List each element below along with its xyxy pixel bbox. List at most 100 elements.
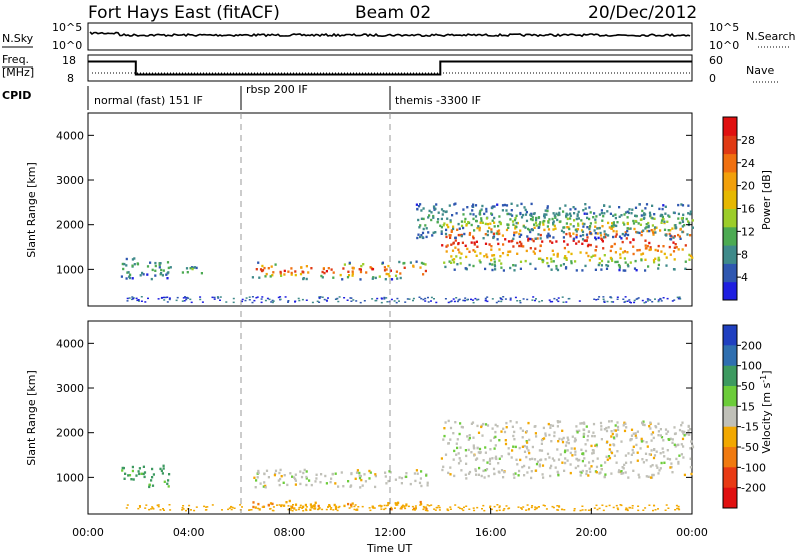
data-cell [492, 235, 496, 238]
data-cell [362, 263, 365, 266]
data-cell [484, 469, 487, 472]
data-cell [687, 429, 690, 432]
data-cell [137, 299, 139, 301]
data-cell [554, 216, 557, 219]
data-cell [606, 300, 609, 303]
data-cell [687, 220, 690, 223]
nsearch-tick-top: 10^5 [709, 21, 739, 34]
data-cell [600, 237, 603, 240]
data-cell [496, 238, 499, 241]
data-cell [543, 213, 546, 216]
data-cell [521, 508, 523, 510]
data-cell [650, 433, 653, 436]
data-cell [211, 296, 214, 299]
data-cell [663, 220, 666, 223]
data-cell [583, 422, 586, 425]
data-cell [681, 230, 684, 234]
data-cell [358, 476, 362, 480]
data-cell [440, 217, 443, 221]
data-cell [476, 226, 479, 230]
data-cell [441, 468, 444, 472]
data-cell [488, 243, 491, 246]
data-cell [256, 476, 259, 479]
data-cell [503, 470, 506, 474]
data-cell [439, 224, 442, 227]
data-cell [634, 434, 637, 437]
data-cell [465, 454, 468, 458]
data-cell [546, 225, 549, 228]
data-cell [648, 229, 651, 233]
data-cell [653, 228, 656, 231]
data-cell [632, 469, 635, 472]
data-cell [359, 301, 362, 304]
data-cell [493, 216, 496, 220]
data-cell [185, 267, 189, 270]
data-cell [638, 248, 641, 252]
data-cell [141, 271, 144, 275]
data-cell [595, 471, 598, 474]
data-cell [589, 232, 592, 235]
data-cell [383, 508, 386, 511]
data-cell [616, 425, 620, 429]
data-cell [572, 225, 575, 228]
data-cell [491, 298, 494, 300]
data-cell [252, 505, 255, 509]
data-cell [604, 473, 607, 476]
data-cell [670, 462, 673, 465]
data-cell [351, 272, 354, 275]
data-cell [425, 235, 428, 239]
data-cell [555, 299, 558, 301]
data-cell [688, 221, 691, 225]
data-cell [167, 266, 170, 270]
data-cell [495, 232, 498, 235]
data-cell [467, 438, 470, 441]
data-cell [195, 506, 198, 508]
data-cell [305, 277, 308, 281]
cpid-mode-1: normal (fast) 151 IF [94, 94, 203, 107]
data-cell [279, 477, 282, 481]
data-cell [477, 225, 480, 228]
data-cell [580, 229, 584, 232]
data-cell [491, 263, 494, 266]
data-cell [374, 474, 377, 478]
data-cell [544, 458, 547, 461]
data-cell [472, 301, 475, 304]
data-cell [399, 272, 402, 275]
data-cell [574, 466, 577, 470]
data-cell [310, 483, 313, 487]
data-cell [670, 238, 673, 241]
data-cell [227, 508, 230, 511]
data-cell [427, 301, 430, 303]
data-cell [383, 296, 386, 299]
data-cell [672, 211, 675, 214]
data-cell [553, 459, 556, 462]
data-cell [626, 222, 629, 226]
data-cell [527, 237, 530, 240]
data-cell [459, 233, 462, 237]
data-cell [453, 258, 456, 261]
data-cell [616, 507, 619, 509]
data-cell [311, 301, 314, 304]
data-cell [454, 239, 457, 242]
data-cell [661, 207, 664, 211]
data-cell [297, 297, 300, 300]
data-cell [677, 248, 680, 251]
data-cell [232, 297, 235, 300]
data-cell [462, 299, 465, 302]
data-cell [573, 447, 576, 450]
data-cell [373, 507, 376, 509]
data-cell [501, 252, 505, 255]
data-cell [519, 301, 522, 304]
data-cell [683, 473, 686, 477]
data-cell [454, 421, 457, 424]
data-cell [644, 239, 647, 242]
colorbar-band [723, 135, 737, 155]
data-cell [455, 442, 458, 445]
data-cell [385, 268, 388, 271]
data-cell [363, 473, 366, 476]
data-cell [550, 260, 553, 263]
data-cell [462, 208, 465, 211]
data-cell [319, 481, 322, 484]
data-cell [648, 211, 652, 214]
